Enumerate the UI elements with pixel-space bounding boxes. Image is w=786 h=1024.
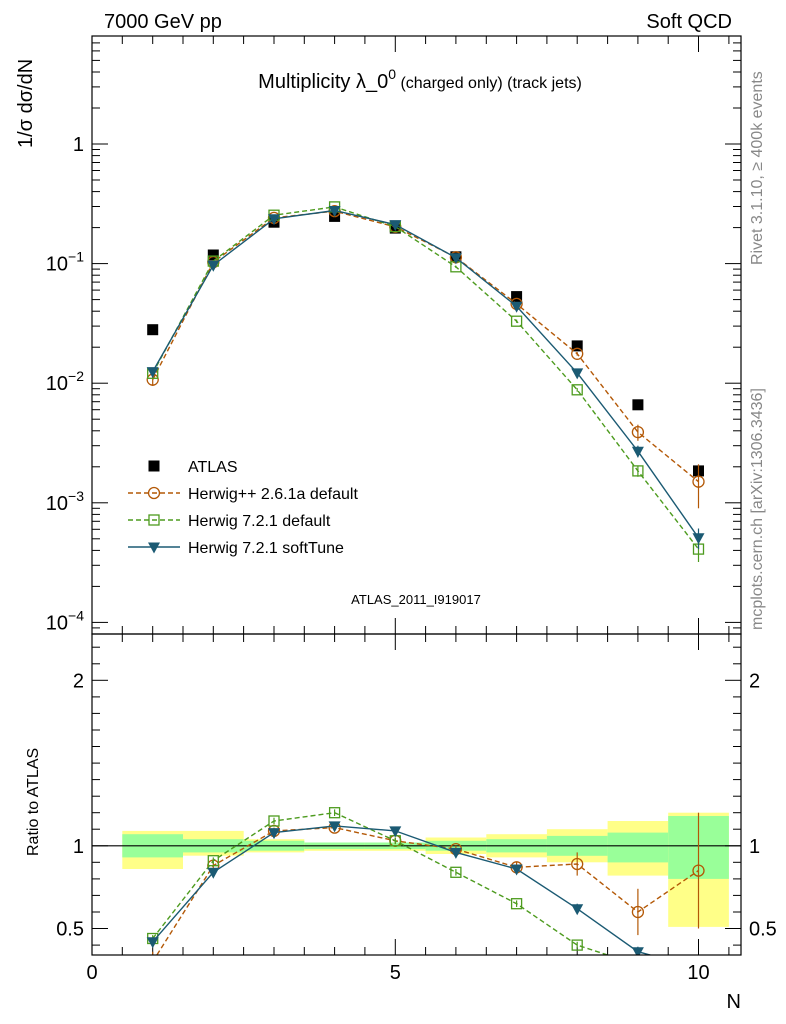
main-point-softtune [510, 301, 523, 313]
ratio-point-softtune [631, 947, 644, 955]
ratio-point-softtune [146, 937, 159, 949]
ratio-series-softtune [146, 821, 653, 955]
ratio-y-tick-label-right: 2 [749, 670, 760, 692]
ratio-y-tick-label-right: 0.5 [749, 919, 777, 941]
main-y-axis-label: 1/σ dσ/dN [15, 59, 37, 148]
header-right: Soft QCD [646, 11, 732, 33]
main-point-softtune [328, 206, 341, 217]
main-y-tick-label: 10−3 [46, 488, 84, 515]
ratio-line-softtune [152, 825, 653, 955]
main-line-herwig721 [152, 206, 700, 550]
main-y-tick-label: 10−1 [46, 249, 84, 276]
legend-marker-herwig721 [148, 514, 160, 526]
main-point-softtune [571, 368, 584, 380]
main-point-herwig721 [510, 315, 523, 327]
main-y-tick-label: 10−2 [46, 368, 84, 395]
legend-entry-herwig721: Herwig 7.2.1 default [128, 513, 331, 530]
main-point-softtune [449, 253, 462, 265]
main-series-softtune [146, 206, 705, 550]
ratio-y-tick-label: 1 [73, 836, 84, 858]
ratio-y-tick-label-right: 1 [749, 836, 760, 858]
x-tick-label: 10 [687, 962, 709, 984]
legend-marker-softtune [148, 542, 160, 554]
main-point-softtune [631, 446, 644, 458]
ratio-point-herwig721 [450, 866, 462, 878]
main-line-herwigpp [152, 210, 699, 483]
ratio-point-softtune [207, 867, 220, 879]
rivet-label: Rivet 3.1.10, ≥ 400k events [749, 71, 766, 265]
ratio-point-herwig721 [571, 939, 583, 951]
ratio-plot-frame [91, 633, 742, 956]
main-point-atlas [511, 291, 523, 303]
main-point-atlas [632, 399, 644, 411]
analysis-label: ATLAS_2011_I919017 [351, 592, 481, 607]
ratio-point-herwig721 [268, 815, 280, 827]
ratio-point-softtune [268, 828, 280, 840]
x-tick-label: 0 [86, 962, 97, 984]
legend-marker-herwigpp [147, 486, 161, 500]
header-left: 7000 GeV pp [104, 11, 222, 33]
main-point-herwig721 [632, 465, 644, 477]
x-tick-label: 5 [390, 962, 401, 984]
ratio-point-herwig721 [510, 898, 523, 910]
mcplots-label: mcplots.cern.ch [arXiv:1306.3436] [749, 388, 766, 630]
ratio-point-herwigpp [147, 956, 158, 967]
main-point-herwigpp [571, 347, 584, 360]
main-point-atlas [147, 324, 159, 336]
main-point-softtune [207, 260, 220, 272]
ratio-y-tick-label: 0.5 [56, 919, 84, 941]
legend-label-herwigpp: Herwig++ 2.6.1a default [188, 486, 358, 503]
legend-entry-herwigpp: Herwig++ 2.6.1a default [128, 486, 358, 503]
ratio-y-axis-label: Ratio to ATLAS [25, 748, 42, 856]
legend-entry-atlas: ATLAS [148, 459, 238, 476]
ratio-point-softtune [389, 826, 402, 838]
main-line-softtune [152, 209, 700, 539]
ratio-line-herwigpp [156, 826, 699, 955]
legend-label-atlas: ATLAS [188, 459, 238, 476]
legend-entry-softtune: Herwig 7.2.1 softTune [128, 540, 344, 557]
main-point-atlas [207, 249, 219, 261]
legend-label-softtune: Herwig 7.2.1 softTune [188, 540, 344, 557]
main-point-softtune [146, 367, 159, 379]
ratio-point-herwigpp [692, 864, 705, 877]
main-point-softtune [692, 533, 705, 545]
main-y-tick-label: 10−4 [46, 607, 84, 634]
ratio-y-tick-label: 2 [73, 670, 84, 692]
ratio-point-herwig721 [328, 807, 341, 819]
legend-marker-atlas [148, 460, 160, 472]
legend-label-herwig721: Herwig 7.2.1 default [188, 513, 331, 530]
ratio-band-inner [607, 832, 669, 863]
ratio-point-herwigpp [571, 857, 584, 871]
main-series-herwig721 [147, 201, 705, 562]
ratio-point-softtune [449, 847, 462, 859]
main-point-softtune [389, 220, 402, 232]
ratio-point-softtune [328, 821, 341, 833]
ratio-point-softtune [571, 904, 584, 916]
ratio-point-herwig721 [207, 855, 219, 867]
main-point-softtune [268, 214, 280, 226]
x-axis-label: N [727, 991, 741, 1013]
main-series-atlas [147, 210, 704, 477]
ratio-point-herwig721 [633, 960, 643, 970]
main-point-atlas [571, 340, 583, 352]
ratio-point-herwigpp [631, 905, 645, 919]
ratio-point-softtune [510, 864, 523, 876]
main-y-tick-label: 1 [73, 134, 84, 156]
main-point-herwig721 [571, 384, 583, 396]
main-point-herwigpp [631, 425, 645, 439]
main-title: Multiplicity λ_00 (charged only) (track … [258, 66, 582, 93]
main-point-herwigpp [692, 475, 705, 488]
